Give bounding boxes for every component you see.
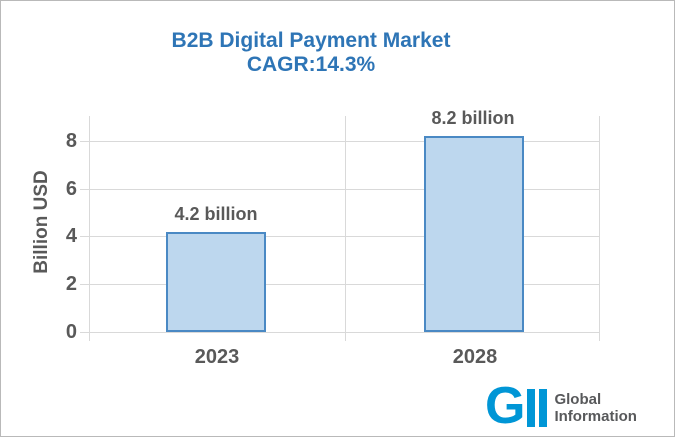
gridline-6 (80, 189, 600, 190)
gridline-8 (80, 141, 600, 142)
bar-2028 (424, 136, 524, 332)
bar-value-label-2023: 4.2 billion (174, 203, 258, 224)
gii-logo-wordmark: Global Information (554, 391, 637, 425)
gii-logo-text-line1: Global (554, 390, 602, 408)
x-tick-label-2028: 2028 (452, 346, 498, 368)
category-separator-line (345, 116, 346, 341)
gridline-4 (80, 236, 600, 237)
plot-right-border-line (599, 116, 600, 341)
gii-logo-text-line2: Information (554, 407, 637, 425)
y-tick-label: 0 (65, 321, 77, 343)
gii-logo-bar-icon (539, 388, 548, 427)
y-tick-label: 2 (65, 273, 77, 295)
y-tick-label: 6 (65, 178, 77, 200)
chart-title-line2: CAGR:14.3% (246, 53, 376, 76)
chart-title: B2B Digital Payment Market CAGR:14.3% (1, 29, 621, 77)
plot-area: 4.2 billion 8.2 billion (80, 108, 600, 341)
bar-2023 (166, 231, 266, 332)
y-axis-line (89, 116, 90, 341)
x-tick-label-2023: 2023 (194, 346, 240, 368)
gii-logo: G Global Information (485, 377, 637, 435)
y-tick-label: 4 (65, 225, 77, 247)
y-tick-label: 8 (65, 130, 77, 152)
gii-logo-bar-icon (527, 388, 536, 427)
gridline-2 (80, 284, 600, 285)
x-axis-baseline (80, 332, 600, 333)
bar-value-label-2028: 8.2 billion (431, 108, 515, 129)
gii-logo-g-icon: G (485, 377, 525, 435)
chart-title-line1: B2B Digital Payment Market (171, 29, 451, 52)
